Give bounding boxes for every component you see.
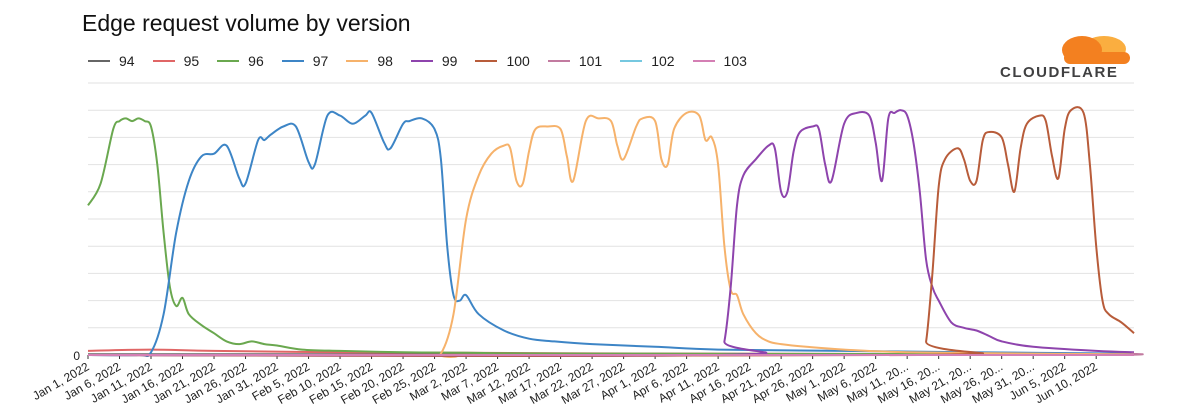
legend-item-97: 97: [281, 53, 329, 69]
legend-item-100: 100: [475, 53, 530, 69]
legend-item-99: 99: [410, 53, 458, 69]
cloudflare-logo: CLOUDFLARE: [1000, 36, 1130, 81]
y-tick-label: 0: [73, 349, 80, 363]
legend-label: 101: [578, 53, 603, 69]
legend-label: 97: [312, 53, 329, 69]
logo-text: CLOUDFLARE: [1000, 64, 1118, 81]
legend-label: 99: [441, 53, 458, 69]
legend-item-94: 94: [88, 53, 135, 69]
legend-swatch: [692, 60, 715, 62]
legend-label: 103: [723, 53, 747, 69]
legend-item-98: 98: [346, 53, 393, 69]
legend-label: 98: [377, 53, 393, 69]
series-line-99: [87, 109, 1135, 358]
cloud-icon: [1062, 36, 1130, 64]
legend-item-95: 95: [152, 53, 200, 69]
legend-label: 94: [119, 53, 135, 69]
legend-swatch: [217, 60, 240, 62]
series-line-96: [87, 117, 1135, 356]
legend-swatch: [410, 60, 433, 62]
legend-item-96: 96: [217, 53, 264, 69]
legend-item-103: 103: [692, 53, 747, 69]
legend-swatch: [152, 60, 175, 62]
legend-item-102: 102: [620, 53, 675, 69]
legend-label: 95: [183, 53, 200, 69]
series-line-98: [87, 110, 1135, 358]
series-line-100: [87, 106, 1135, 358]
legend-label: 102: [651, 53, 675, 69]
legend-swatch: [88, 60, 110, 62]
legend-label: 96: [248, 53, 264, 69]
series-line-97: [87, 110, 1135, 358]
legend-label: 100: [506, 53, 530, 69]
legend-swatch: [346, 60, 369, 62]
legend-swatch: [475, 60, 498, 62]
legend-item-101: 101: [547, 53, 603, 69]
legend-swatch: [547, 60, 570, 62]
legend-swatch: [620, 60, 643, 62]
chart-title: Edge request volume by version: [82, 10, 411, 36]
chart-legend: 94 95 96 97 98 99 100 101 102 103: [88, 53, 765, 69]
legend-swatch: [281, 60, 304, 62]
